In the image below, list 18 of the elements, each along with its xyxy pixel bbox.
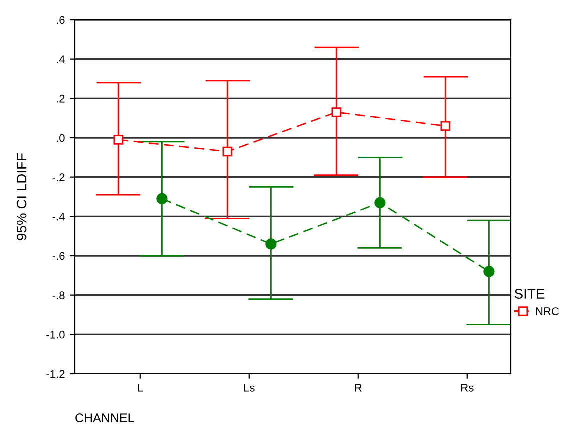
x-tick-label: R xyxy=(355,384,362,392)
y-tick-label: .2 xyxy=(57,94,65,103)
y-axis-title: 95% CI LDIFF xyxy=(16,154,27,240)
y-tick-label: -1.0 xyxy=(46,330,65,339)
y-tick-label: -.2 xyxy=(52,174,65,182)
y-tick-label: .6 xyxy=(57,16,65,24)
y-tick-label: .4 xyxy=(57,56,65,64)
y-tick-label: -1.2 xyxy=(46,370,65,378)
x-tick-label: Ls xyxy=(244,384,255,392)
y-tick-label: -.4 xyxy=(52,213,65,221)
legend-label: NRC xyxy=(536,308,560,316)
x-tick-label: Rs xyxy=(462,384,474,392)
y-tick-label: -.8 xyxy=(52,292,65,300)
y-tick-label: .0 xyxy=(57,134,65,142)
x-axis-title: CHANNEL xyxy=(76,414,134,423)
x-tick-label: L xyxy=(138,384,144,392)
y-tick-label: -.6 xyxy=(52,252,65,260)
legend-title: SITE xyxy=(514,289,545,299)
